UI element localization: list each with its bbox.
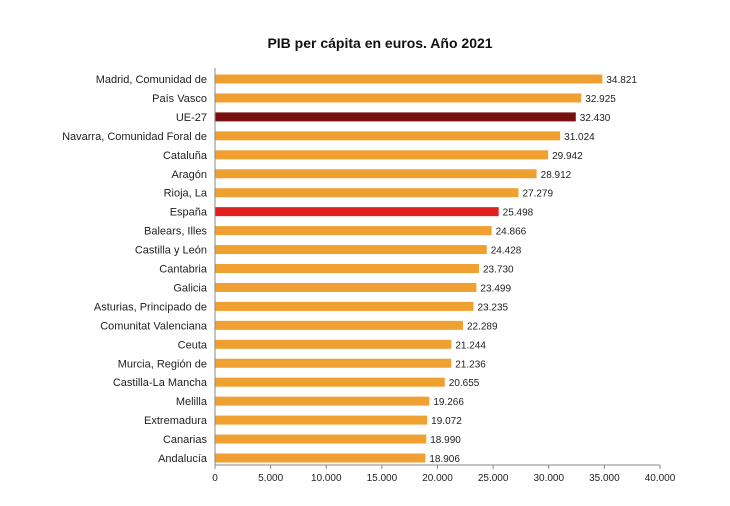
value-label: 18.990 (430, 435, 461, 446)
bar (215, 434, 427, 444)
bar (215, 112, 576, 122)
category-label: Aragón (172, 169, 207, 181)
bar (215, 74, 603, 84)
x-tick-label: 0 (212, 473, 218, 484)
category-label: País Vasco (152, 93, 207, 105)
value-label: 18.906 (429, 454, 460, 465)
category-label: Extremadura (144, 415, 208, 427)
bar (215, 131, 561, 141)
category-label: Navarra, Comunidad Foral de (62, 131, 207, 143)
value-labels-layer: 34.821 32.925 32.430 31.024 29.942 28.912 27.2… (429, 75, 637, 465)
bar (215, 339, 452, 349)
bar (215, 264, 479, 273)
chart-title: PIB per cápita en euros. Año 2021 (267, 35, 492, 51)
value-label: 29.942 (552, 151, 583, 162)
bar (215, 245, 487, 255)
value-label: 32.430 (580, 113, 611, 124)
category-label: Cataluña (163, 150, 208, 162)
bar (215, 226, 492, 236)
bar (215, 207, 499, 217)
category-label: Comunitat Valenciana (100, 320, 208, 332)
bar (215, 169, 537, 179)
category-label: UE-27 (176, 112, 207, 124)
bar (215, 453, 426, 463)
value-label: 31.024 (564, 132, 595, 143)
bars-layer (215, 74, 603, 463)
x-tick-label: 35.000 (589, 473, 620, 484)
x-tick-label: 15.000 (367, 473, 398, 484)
value-label: 19.266 (433, 397, 464, 408)
value-label: 19.072 (431, 416, 462, 427)
bar (215, 415, 428, 425)
value-label: 20.655 (449, 378, 480, 389)
category-label: Castilla y León (135, 245, 207, 257)
value-label: 25.498 (503, 208, 534, 219)
value-label: 23.499 (480, 283, 511, 294)
category-label: Madrid, Comunidad de (96, 74, 207, 86)
bar (215, 282, 477, 292)
bar (215, 93, 582, 103)
value-label: 34.821 (606, 75, 637, 86)
value-label: 21.236 (455, 359, 486, 370)
category-label: Asturias, Principado de (94, 301, 207, 313)
bar (215, 150, 549, 160)
bar (215, 320, 463, 330)
bar (215, 396, 430, 406)
category-label: Ceuta (178, 339, 208, 351)
bar (215, 301, 474, 311)
x-tick-label: 25.000 (478, 473, 509, 484)
x-axis: 0 5.000 10.000 15.000 20.000 25.000 30.000 35.0… (212, 68, 676, 484)
x-tick-label: 5.000 (258, 473, 283, 484)
value-label: 32.925 (585, 94, 616, 105)
x-tick-label: 20.000 (422, 473, 453, 484)
category-label: Cantabria (159, 264, 208, 276)
category-label: España (170, 207, 208, 219)
value-label: 27.279 (522, 189, 553, 200)
bar (215, 377, 445, 387)
x-tick-label: 40.000 (645, 473, 676, 484)
value-label: 28.912 (541, 170, 572, 181)
value-label: 23.730 (483, 265, 514, 276)
category-label: Galicia (173, 282, 208, 294)
x-tick-label: 10.000 (311, 473, 342, 484)
category-label: Murcia, Región de (118, 358, 207, 370)
category-label: Melilla (176, 396, 208, 408)
bar (215, 188, 519, 198)
x-tick-label: 30.000 (533, 473, 564, 484)
value-label: 24.866 (496, 227, 527, 238)
bar (215, 358, 452, 368)
category-label: Rioja, La (164, 188, 208, 200)
value-label: 22.289 (467, 321, 498, 332)
category-label: Balears, Illes (144, 226, 207, 238)
category-label: Andalucía (158, 453, 208, 465)
value-label: 23.235 (477, 302, 508, 313)
value-label: 24.428 (491, 246, 522, 257)
category-label: Canarias (163, 434, 208, 446)
value-label: 21.244 (455, 340, 486, 351)
category-label: Castilla-La Mancha (113, 377, 208, 389)
category-labels-layer: Madrid, Comunidad de País Vasco UE-27 Navar… (62, 74, 208, 465)
